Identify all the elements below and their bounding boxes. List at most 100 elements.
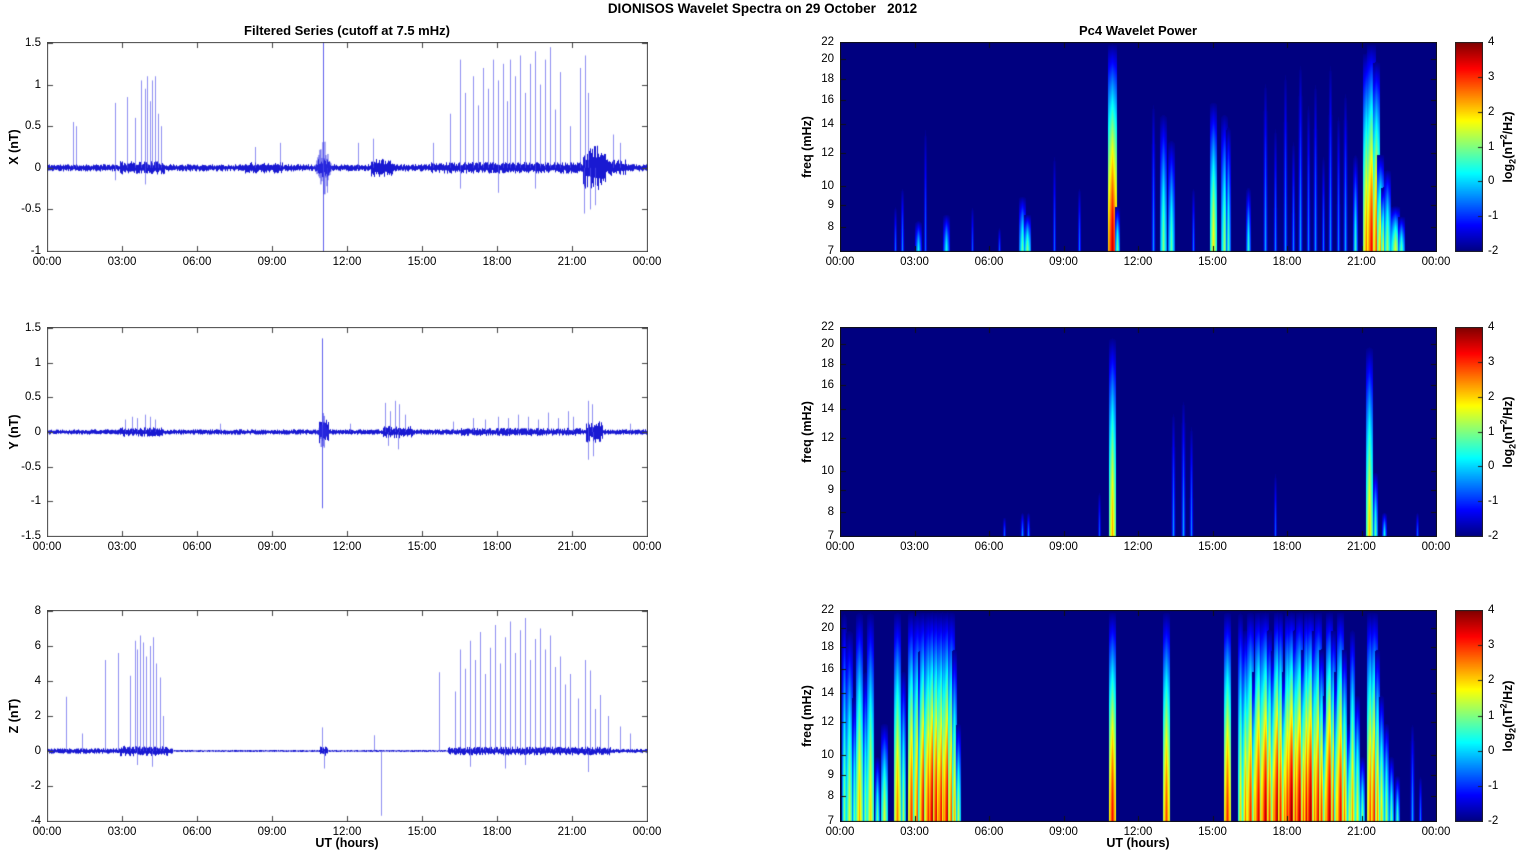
colorbar-3: 4 3 2 1 0 -1 -2 bbox=[1455, 604, 1498, 827]
x-series-panel: 1.5 1 0.5 0 -0.5 -1 00:00 03:00 06:00 09:00 12:00 1… bbox=[21, 37, 661, 268]
tick-label: 0 bbox=[34, 161, 41, 174]
tick-label: -4 bbox=[30, 815, 41, 827]
y-series-panel: 1.5 1 0.5 0 -0.5 -1 -1.5 00:00 03:00 06:00 09:00 12… bbox=[21, 322, 661, 553]
tick-label: 16 bbox=[821, 94, 834, 107]
tick-label: 1.5 bbox=[25, 322, 41, 334]
tick-label: 12:00 bbox=[332, 256, 362, 268]
tick-label: -1 bbox=[1488, 779, 1499, 792]
tick-label: 18 bbox=[821, 357, 834, 370]
tick-label: 22 bbox=[821, 321, 834, 333]
tick-label: 09:00 bbox=[1049, 256, 1078, 268]
y-wavelet-panel: 22 20 18 16 14 12 10 9 8 7 00:00 03:00 06:00 09:00 12:… bbox=[821, 321, 1450, 553]
tick-label: -0.5 bbox=[21, 460, 41, 473]
tick-label: -2 bbox=[1488, 245, 1499, 257]
tick-label: 00:00 bbox=[32, 256, 62, 268]
tick-label: 0 bbox=[1488, 744, 1495, 757]
tick-label: 1 bbox=[1488, 709, 1495, 722]
tick-label: 21:00 bbox=[557, 826, 587, 838]
tick-label: -1 bbox=[1488, 495, 1499, 508]
right-column-title: Pc4 Wavelet Power bbox=[1078, 23, 1198, 38]
tick-label: 18 bbox=[821, 640, 834, 653]
tick-label: 14 bbox=[821, 687, 834, 700]
tick-label: 0 bbox=[34, 745, 41, 757]
tick-label: -2 bbox=[1488, 815, 1499, 827]
figure-title: DIONISOS Wavelet Spectra on 29 October 2… bbox=[607, 1, 918, 16]
tick-label: 9 bbox=[827, 768, 834, 781]
tick-label: 4 bbox=[1488, 321, 1495, 333]
tick-label: -1 bbox=[30, 495, 41, 508]
tick-label: 00:00 bbox=[1421, 541, 1451, 553]
tick-label: 09:00 bbox=[1049, 541, 1078, 553]
tick-label: 22 bbox=[821, 36, 834, 48]
tick-label: 20 bbox=[821, 621, 834, 634]
tick-label: 4 bbox=[1488, 604, 1495, 616]
tick-label: 12 bbox=[821, 715, 834, 728]
tick-label: 22 bbox=[821, 604, 834, 616]
tick-label: 15:00 bbox=[407, 256, 437, 268]
tick-label: 09:00 bbox=[257, 541, 287, 553]
colorbar-1-canvas bbox=[1455, 42, 1483, 252]
tick-label: 8 bbox=[827, 790, 834, 803]
tick-label: 10 bbox=[821, 464, 834, 477]
tick-label: 15:00 bbox=[1198, 541, 1227, 553]
tick-label: 00:00 bbox=[1421, 826, 1451, 838]
tick-label: 3 bbox=[1488, 355, 1495, 368]
tick-label: 8 bbox=[827, 220, 834, 233]
freq-axis-label-2: freq (mHz) bbox=[800, 401, 814, 463]
tick-label: 03:00 bbox=[107, 826, 137, 838]
tick-label: -2 bbox=[1488, 530, 1499, 542]
tick-label: 15:00 bbox=[1198, 826, 1227, 838]
tick-label: 2 bbox=[1488, 674, 1495, 687]
tick-label: 00:00 bbox=[32, 826, 62, 838]
tick-label: 12 bbox=[821, 146, 834, 159]
tick-label: 9 bbox=[827, 199, 834, 212]
x-axis-label-right: UT (hours) bbox=[1106, 836, 1170, 850]
z-series-panel: 8 6 4 2 0 -2 -4 00:00 03:00 06:00 09:00 12:00 15:00 1… bbox=[31, 605, 662, 838]
tick-label: 4 bbox=[1488, 36, 1495, 48]
tick-label: 0.5 bbox=[25, 391, 41, 404]
tick-label: 00:00 bbox=[632, 826, 662, 838]
y-wavelet-spectrogram-canvas bbox=[840, 327, 1437, 537]
tick-label: 15:00 bbox=[407, 541, 437, 553]
tick-label: 2 bbox=[1488, 390, 1495, 403]
tick-label: 6 bbox=[34, 640, 41, 652]
tick-label: 12:00 bbox=[332, 826, 362, 838]
tick-label: 18:00 bbox=[482, 826, 512, 838]
tick-label: 06:00 bbox=[974, 826, 1004, 838]
tick-label: 21:00 bbox=[1347, 826, 1376, 838]
tick-label: -1 bbox=[1488, 210, 1499, 223]
tick-label: 3 bbox=[1488, 639, 1495, 652]
tick-label: 7 bbox=[827, 530, 834, 542]
tick-label: 03:00 bbox=[900, 826, 929, 838]
tick-label: 8 bbox=[34, 605, 41, 617]
colorbar-3-canvas bbox=[1455, 610, 1483, 822]
tick-label: 20 bbox=[821, 338, 834, 351]
y-axis-label-y: Y (nT) bbox=[7, 414, 21, 450]
tick-label: 7 bbox=[827, 245, 834, 257]
tick-label: 2 bbox=[1488, 105, 1495, 118]
z-series-plot-canvas bbox=[47, 610, 648, 822]
tick-label: 10 bbox=[821, 179, 834, 192]
tick-label: 4 bbox=[34, 675, 41, 687]
tick-label: 0.5 bbox=[25, 120, 41, 133]
x-series-plot-canvas bbox=[47, 42, 648, 252]
y-axis-label-x: X (nT) bbox=[7, 129, 21, 165]
tick-label: 06:00 bbox=[974, 256, 1004, 268]
tick-label: 06:00 bbox=[974, 541, 1004, 553]
tick-label: 18:00 bbox=[482, 256, 512, 268]
colorbar-2-canvas bbox=[1455, 327, 1483, 537]
tick-label: 2 bbox=[34, 710, 41, 722]
tick-label: 12:00 bbox=[332, 541, 362, 553]
tick-label: 16 bbox=[821, 662, 834, 675]
tick-label: -1 bbox=[30, 245, 41, 257]
colorbar-label-2: log2(nT2/Hz) bbox=[1498, 396, 1518, 468]
tick-label: 14 bbox=[821, 403, 834, 416]
tick-label: 0 bbox=[1488, 175, 1495, 188]
colorbar-label-1: log2(nT2/Hz) bbox=[1498, 111, 1518, 183]
tick-label: 18:00 bbox=[1272, 541, 1302, 553]
y-axis-label-z: Z (nT) bbox=[7, 698, 21, 734]
tick-label: 06:00 bbox=[182, 256, 212, 268]
tick-label: 09:00 bbox=[257, 826, 287, 838]
tick-label: 12:00 bbox=[1123, 541, 1153, 553]
tick-label: 00:00 bbox=[32, 541, 62, 553]
